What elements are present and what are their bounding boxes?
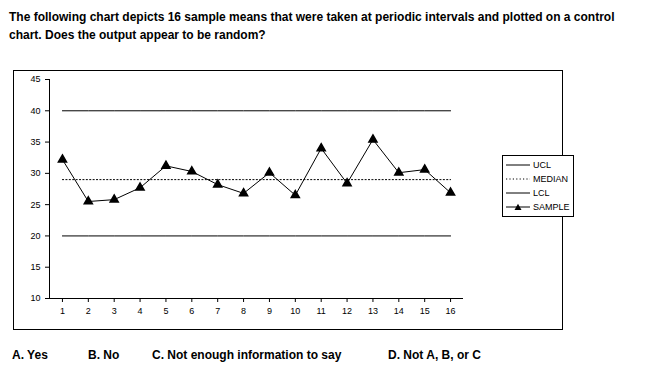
html-text:A. Yes: A. Yes [12,348,48,362]
html-text:LCL: LCL [533,188,550,198]
svg-text:12: 12 [342,306,352,316]
svg-text:1: 1 [60,306,65,316]
html-text:The following chart depicts 16: The following chart depicts 16 sample me… [9,10,615,42]
svg-text:35: 35 [30,137,40,147]
html-text:D. Not A, B, or C: D. Not A, B, or C [388,348,481,362]
html-text:MEDIAN: MEDIAN [533,174,568,184]
svg-text:25: 25 [30,200,40,210]
svg-text:5: 5 [163,306,168,316]
html-text:C. Not enough information to s: C. Not enough information to say [152,348,342,362]
svg-text:8: 8 [241,306,246,316]
html-text:UCL: UCL [533,160,551,170]
svg-text:15: 15 [30,262,40,272]
svg-text:40: 40 [30,106,40,116]
svg-text:10: 10 [30,293,40,303]
svg-text:9: 9 [267,306,272,316]
html-text:B. No: B. No [88,348,120,362]
svg-text:15: 15 [420,306,430,316]
svg-text:13: 13 [368,306,378,316]
svg-text:6: 6 [189,306,194,316]
svg-text:11: 11 [317,306,326,316]
svg-text:7: 7 [215,306,220,316]
svg-text:16: 16 [446,306,456,316]
svg-text:14: 14 [394,306,404,316]
svg-text:30: 30 [30,168,40,178]
svg-text:4: 4 [138,306,143,316]
svg-text:10: 10 [290,306,300,316]
svg-text:2: 2 [86,306,91,316]
svg-text:45: 45 [30,74,40,84]
svg-text:3: 3 [112,306,117,316]
svg-text:20: 20 [30,231,40,241]
html-text:SAMPLE: SAMPLE [533,202,570,212]
